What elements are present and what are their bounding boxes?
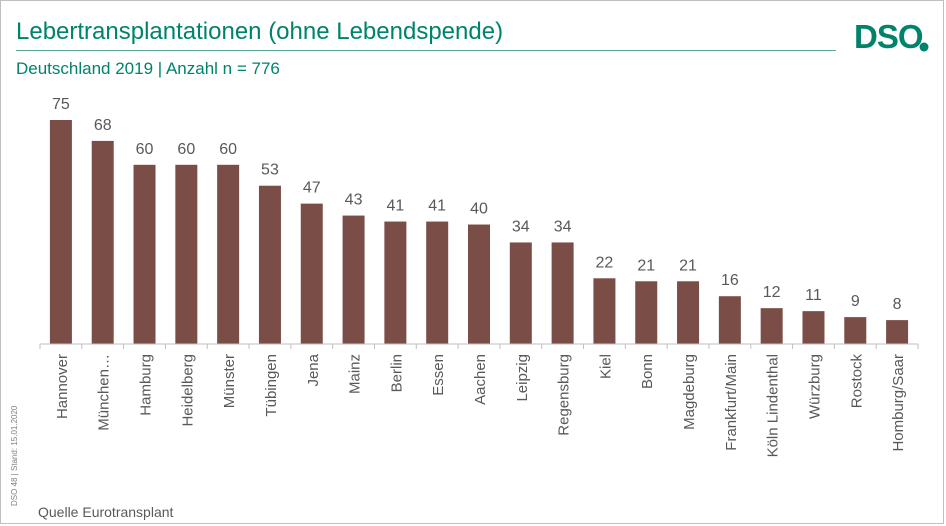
data-label-18: 11 bbox=[805, 287, 822, 304]
data-label-4: 60 bbox=[219, 141, 237, 158]
tick-label-11: Leipzig bbox=[514, 354, 531, 402]
bar-9 bbox=[426, 221, 449, 344]
tick-label-16: Frankfurt/Main bbox=[723, 354, 740, 451]
chart-title: Lebertransplantationen (ohne Lebendspend… bbox=[16, 18, 504, 45]
stand-text: DSO 48 | Stand: 15.01.2020 bbox=[10, 405, 19, 506]
data-label-8: 41 bbox=[386, 198, 404, 215]
bar-6 bbox=[300, 203, 323, 344]
data-label-20: 8 bbox=[893, 296, 902, 313]
bar-12 bbox=[551, 242, 574, 344]
bar-19 bbox=[844, 317, 867, 344]
tick-label-3: Heidelberg bbox=[179, 354, 196, 427]
data-label-16: 16 bbox=[721, 272, 739, 289]
tick-label-2: Hamburg bbox=[138, 354, 155, 416]
tick-label-7: Mainz bbox=[347, 354, 364, 394]
data-label-3: 60 bbox=[177, 141, 195, 158]
data-label-12: 34 bbox=[554, 218, 572, 235]
tick-label-10: Aachen bbox=[472, 354, 489, 405]
tick-label-13: Kiel bbox=[597, 354, 614, 379]
tick-label-15: Magdeburg bbox=[681, 354, 698, 430]
tick-label-18: Würzburg bbox=[806, 354, 823, 419]
bar-4 bbox=[217, 164, 240, 344]
dso-logo-text: DSO bbox=[854, 18, 923, 54]
data-label-5: 53 bbox=[261, 162, 279, 179]
tick-label-19: Rostock bbox=[848, 354, 865, 409]
data-label-19: 9 bbox=[851, 293, 860, 310]
data-label-1: 68 bbox=[94, 117, 112, 134]
bar-1 bbox=[91, 140, 114, 344]
tick-label-12: Regensburg bbox=[556, 354, 573, 436]
bar-8 bbox=[384, 221, 407, 344]
data-label-2: 60 bbox=[136, 141, 154, 158]
data-label-7: 43 bbox=[345, 192, 363, 209]
bar-16 bbox=[718, 296, 741, 344]
bar-11 bbox=[509, 242, 532, 344]
data-label-13: 22 bbox=[596, 254, 614, 271]
bar-18 bbox=[802, 311, 825, 344]
bar-14 bbox=[635, 281, 658, 344]
bar-0 bbox=[49, 120, 72, 344]
tick-label-20: Homburg/Saar bbox=[890, 354, 907, 452]
bar-3 bbox=[175, 164, 198, 344]
dso-logo: DSO bbox=[854, 18, 929, 54]
bar-5 bbox=[258, 185, 281, 344]
bar-10 bbox=[468, 224, 490, 344]
bar-20 bbox=[886, 320, 909, 344]
data-label-14: 21 bbox=[637, 257, 655, 274]
tick-label-0: Hannover bbox=[54, 354, 71, 419]
tick-label-8: Berlin bbox=[388, 354, 405, 392]
tick-label-17: Köln Lindenthal bbox=[765, 354, 782, 457]
stand-note: DSO 48 | Stand: 15.01.2020 bbox=[8, 378, 22, 508]
bar-15 bbox=[677, 281, 700, 344]
bar-17 bbox=[760, 308, 783, 344]
bar-13 bbox=[593, 278, 616, 344]
data-label-6: 47 bbox=[303, 180, 321, 197]
data-label-9: 41 bbox=[428, 198, 446, 215]
dso-logo-dot bbox=[919, 42, 929, 52]
tick-label-4: Münster bbox=[221, 354, 238, 408]
data-label-10: 40 bbox=[470, 201, 488, 218]
chart-subtitle: Deutschland 2019 | Anzahl n = 776 bbox=[16, 59, 280, 78]
data-label-17: 12 bbox=[763, 284, 781, 301]
title-divider bbox=[16, 50, 836, 51]
source-note: Quelle Eurotransplant bbox=[38, 504, 174, 520]
tick-label-1: München… bbox=[96, 354, 113, 431]
tick-label-9: Essen bbox=[430, 354, 447, 396]
bar-7 bbox=[342, 215, 365, 344]
tick-label-6: Jena bbox=[305, 353, 322, 386]
tick-label-5: Tübingen bbox=[263, 354, 280, 417]
data-label-11: 34 bbox=[512, 218, 530, 235]
data-label-15: 21 bbox=[679, 257, 697, 274]
data-label-0: 75 bbox=[52, 96, 70, 113]
bar-2 bbox=[133, 164, 156, 344]
tick-label-14: Bonn bbox=[639, 354, 656, 389]
